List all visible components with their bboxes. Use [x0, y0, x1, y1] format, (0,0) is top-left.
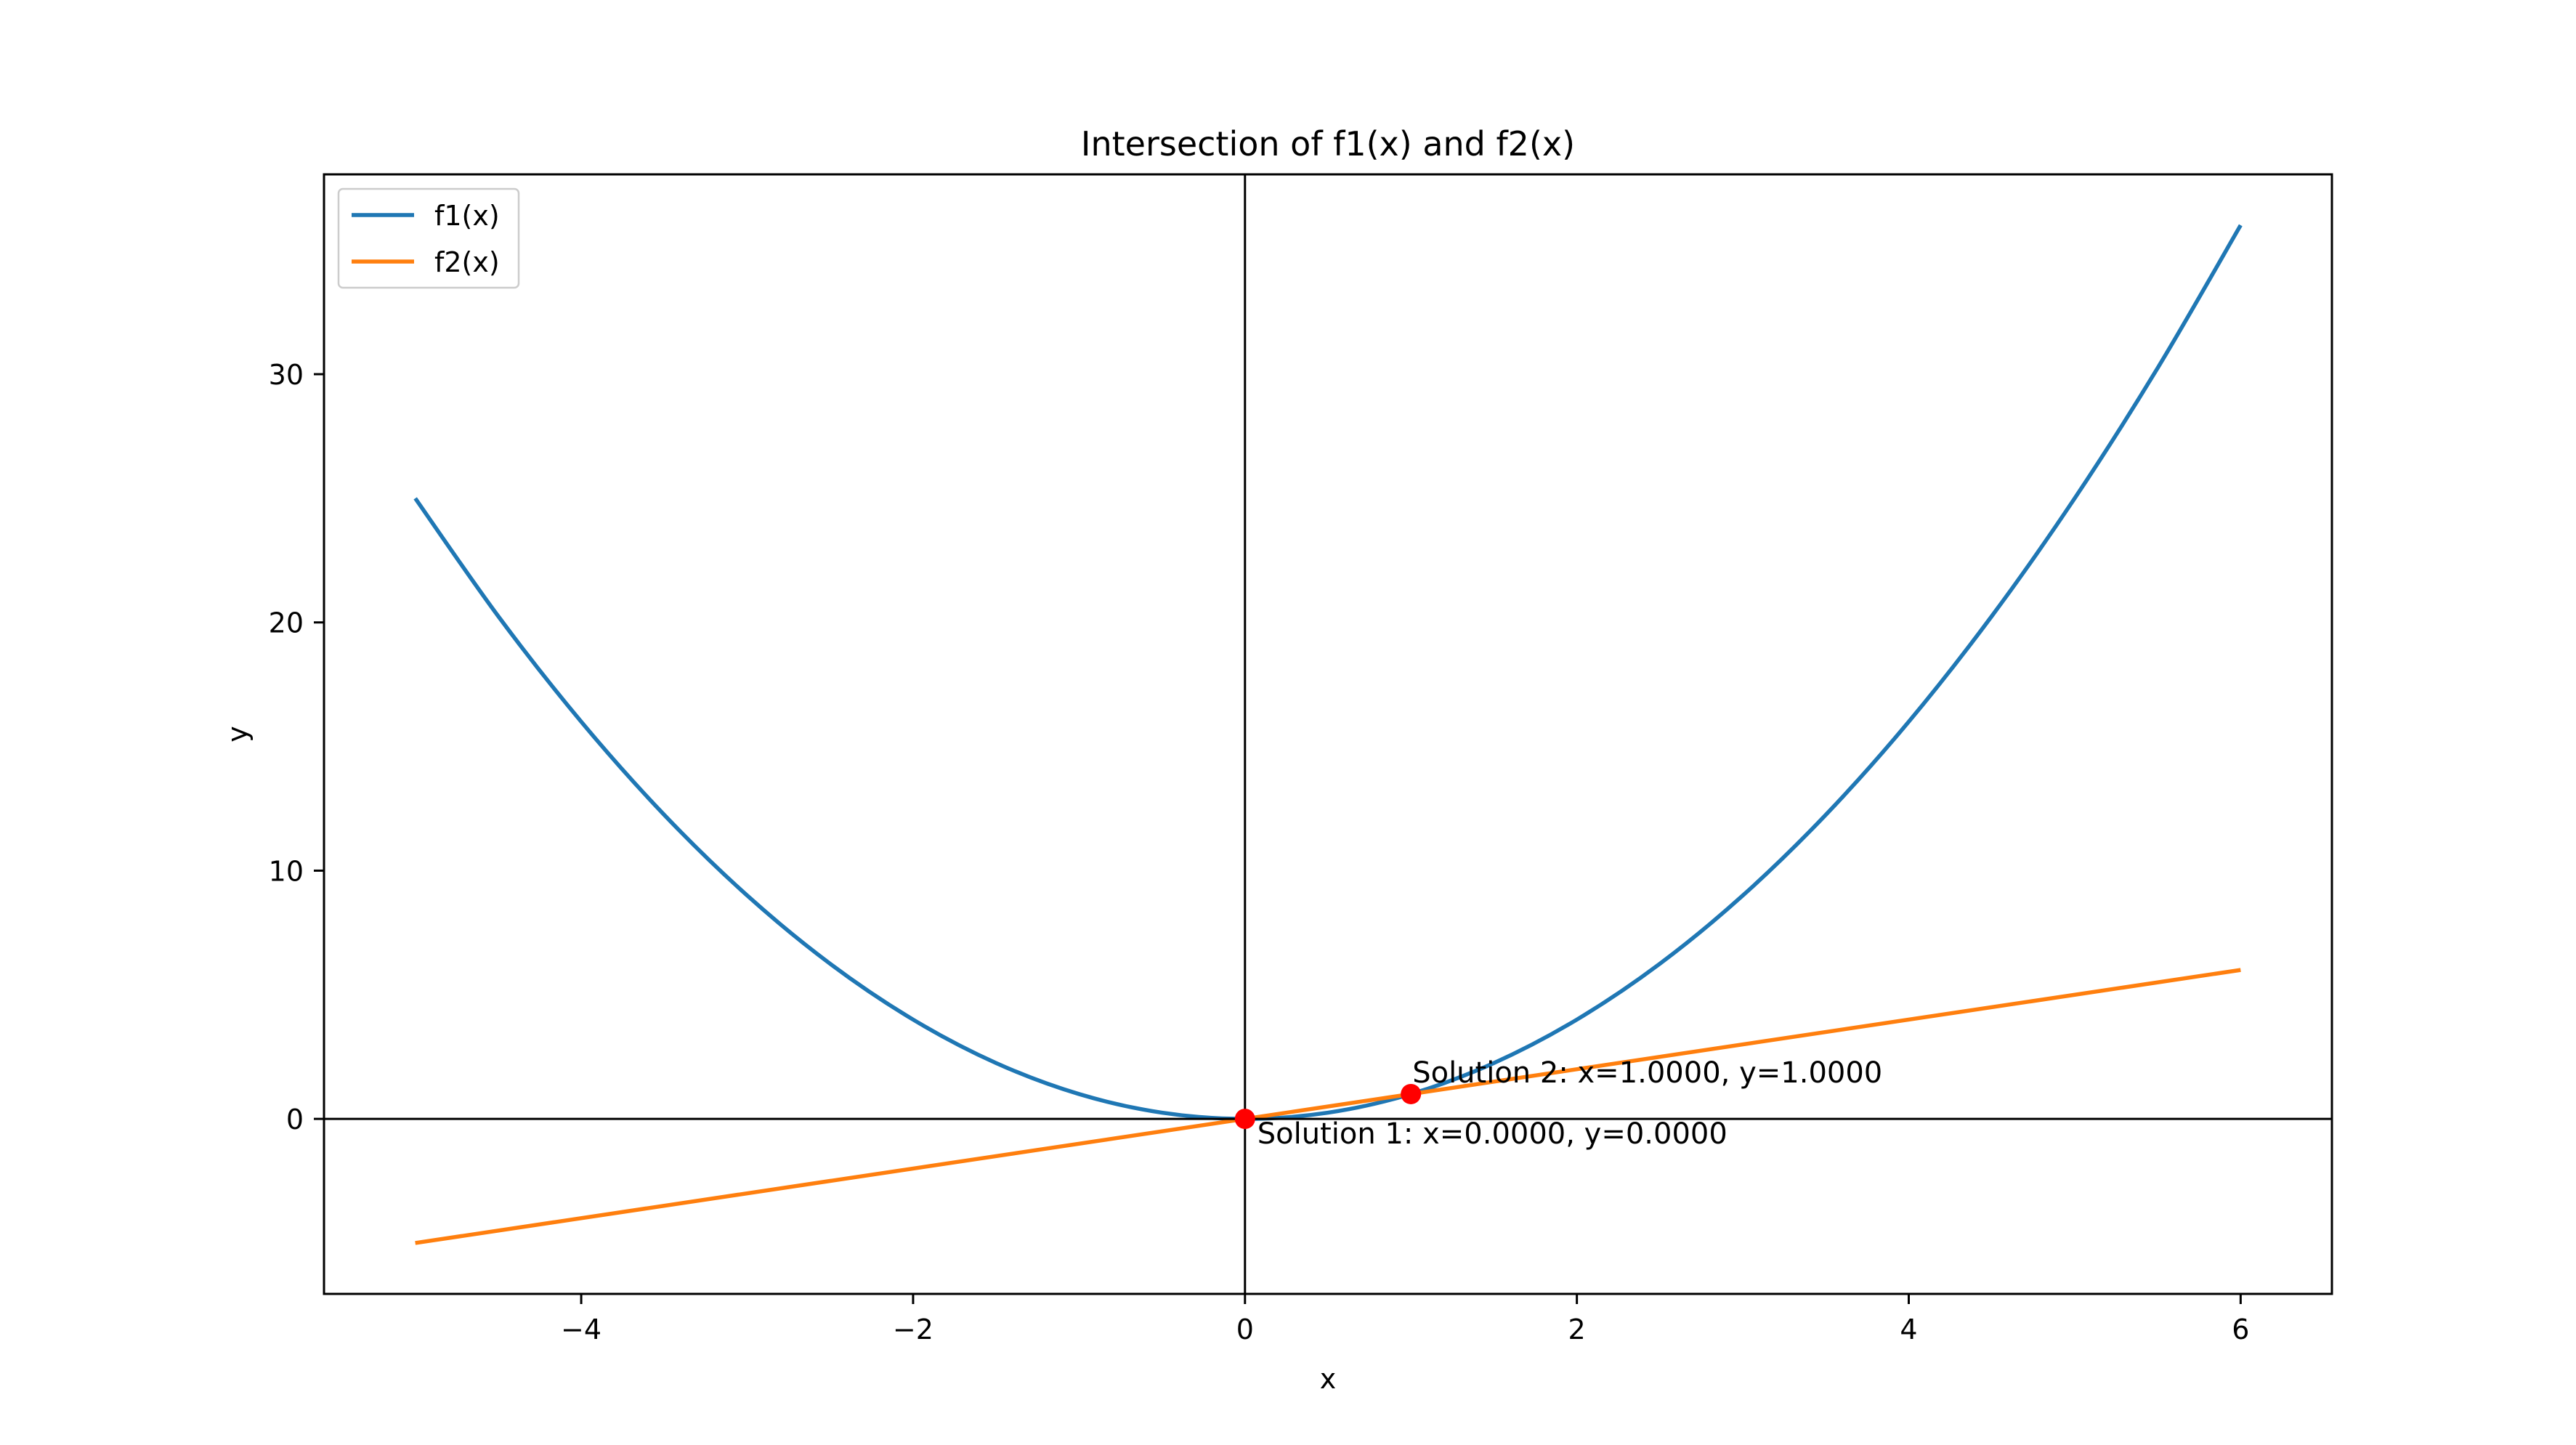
series-line-2	[415, 968, 2241, 1245]
y-tick-label: 20	[269, 607, 304, 639]
x-tick-label: 6	[2232, 1314, 2249, 1345]
solution-point-1	[1234, 1109, 1255, 1130]
tick-layer: −4 −2 0 2 4 6 0 10 20 30	[269, 359, 2250, 1345]
x-tick-label: 4	[1900, 1314, 1917, 1345]
reference-lines	[324, 174, 2332, 1294]
legend-label-f2: f2(x)	[434, 246, 500, 278]
solution-2-annotation: Solution 2: x=1.0000, y=1.0000	[1412, 1056, 1882, 1090]
legend: f1(x) f2(x)	[337, 187, 520, 289]
chart-title: Intersection of f1(x) and f2(x)	[1081, 124, 1575, 163]
x-axis-label: x	[1320, 1363, 1337, 1395]
legend-label-f1: f1(x)	[434, 200, 500, 232]
solution-point-2	[1401, 1083, 1422, 1104]
series-layer	[413, 224, 2243, 1245]
solution-1-annotation: Solution 1: x=0.0000, y=0.0000	[1257, 1117, 1728, 1151]
y-tick-label: 30	[269, 359, 304, 391]
x-tick-label: 2	[1568, 1314, 1586, 1345]
y-tick-label: 0	[286, 1104, 304, 1136]
x-tick-label: 0	[1236, 1314, 1254, 1345]
x-tick-label: −4	[561, 1314, 602, 1345]
plot-frame	[323, 173, 2333, 1295]
y-axis-label: y	[222, 726, 254, 742]
solution-points	[1234, 1083, 1422, 1130]
y-tick-label: 10	[269, 855, 304, 887]
series-line-1	[413, 224, 2243, 1121]
x-tick-label: −2	[893, 1314, 933, 1345]
